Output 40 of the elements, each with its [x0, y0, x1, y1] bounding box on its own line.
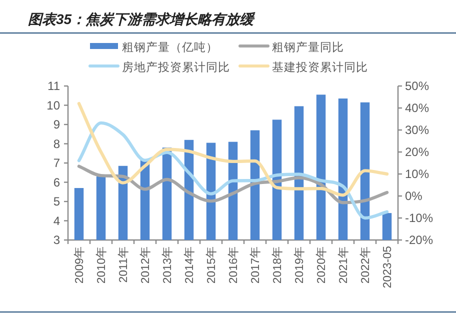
y-tick-label: 7 [53, 156, 60, 170]
x-tick-label: 2018年 [271, 246, 284, 284]
x-tick-label: 2015年 [205, 246, 218, 284]
line-series [77, 121, 389, 220]
x-tick-label: 2013年 [161, 246, 174, 284]
y2-tick-label: 50% [405, 79, 430, 93]
legend-label: 房地产投资累计同比 [122, 60, 230, 74]
legend-label: 粗钢产量同比 [272, 40, 344, 54]
x-tick-label: 2022年 [359, 246, 372, 284]
x-tick-label: 2014年 [183, 246, 196, 284]
x-tick-label: 2011年 [117, 246, 130, 283]
chart-title: 图表35：焦炭下游需求增长略有放缓 [28, 11, 256, 27]
x-tick-label: 2020年 [315, 246, 328, 284]
y2-tick-label: 20% [405, 145, 430, 159]
x-tick-label: 2009年 [73, 246, 86, 284]
legend-label: 基建投资累计同比 [272, 61, 368, 74]
x-tick-label: 2010年 [95, 246, 108, 284]
y-tick-label: 10 [46, 98, 60, 112]
y-tick-label: 5 [53, 194, 60, 208]
y-tick-label: 3 [53, 233, 60, 247]
legend-label: 粗钢产量（亿吨） [122, 40, 218, 54]
line-series [77, 164, 389, 204]
y2-tick-label: -20% [405, 233, 434, 247]
y2-tick-label: 10% [405, 167, 430, 181]
y2-tick-label: 30% [405, 123, 430, 137]
y-tick-label: 6 [53, 175, 60, 190]
y2-tick-label: 0% [405, 189, 423, 203]
x-tick-label: 2021年 [337, 246, 350, 284]
x-tick-label: 2019年 [293, 246, 306, 284]
y-tick-label: 9 [53, 118, 60, 132]
x-tick-label: 2017年 [249, 246, 262, 284]
y-tick-label: 4 [53, 214, 60, 228]
y2-tick-label: -10% [405, 211, 434, 225]
y-tick-label: 11 [48, 79, 60, 93]
y-tick-label: 8 [53, 136, 60, 151]
x-tick-label: 2016年 [227, 246, 240, 284]
line-series [77, 102, 389, 197]
y2-tick-label: 40% [405, 101, 430, 115]
x-tick-label: 2023-05 [382, 246, 394, 288]
x-tick-label: 2012年 [139, 246, 152, 284]
